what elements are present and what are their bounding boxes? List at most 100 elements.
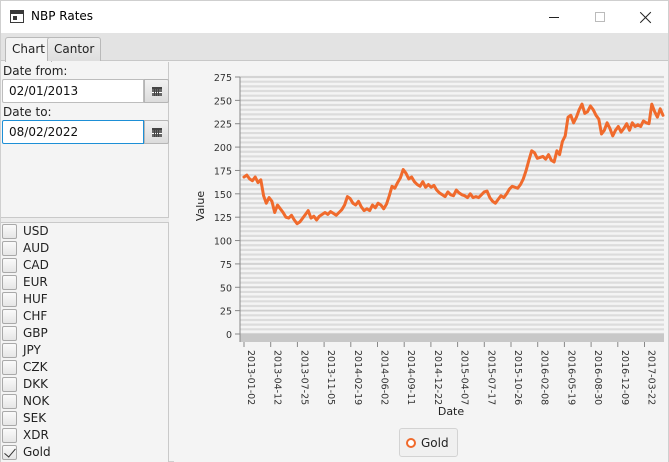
currency-option-cad[interactable]: CAD — [1, 257, 169, 274]
currency-option-chf[interactable]: CHF — [1, 308, 169, 325]
chart-legend[interactable]: Gold — [399, 428, 458, 457]
y-tick-label: 200 — [214, 143, 232, 154]
plot-area — [240, 77, 664, 334]
date-from-calendar-button[interactable] — [144, 79, 169, 103]
currency-option-huf[interactable]: HUF — [1, 291, 169, 308]
currency-option-sek[interactable]: SEK — [1, 410, 169, 427]
y-tick-label: 0 — [226, 330, 232, 341]
y-tick-label: 275 — [214, 73, 232, 84]
x-tick-label: 2015-10-26 — [512, 350, 523, 405]
x-tick-label: 2016-02-08 — [539, 350, 550, 405]
currency-label: EUR — [23, 275, 48, 289]
x-axis-title: Date — [438, 405, 465, 418]
tab-bar: Chart Cantor — [1, 33, 668, 62]
calendar-icon — [151, 127, 162, 137]
x-tick-label: 2014-12-22 — [432, 350, 443, 405]
checkbox[interactable] — [2, 258, 17, 273]
gold-series-line — [242, 102, 665, 226]
date-to-calendar-button[interactable] — [144, 120, 169, 144]
currency-label: DKK — [23, 377, 48, 391]
currency-option-xdr[interactable]: XDR — [1, 427, 169, 444]
y-tick-label: 75 — [220, 260, 232, 271]
currency-option-gbp[interactable]: GBP — [1, 325, 169, 342]
tab-cantor[interactable]: Cantor — [47, 37, 102, 61]
window-title: NBP Rates — [31, 9, 94, 23]
currency-label: AUD — [23, 241, 50, 255]
x-tick-label: 2014-09-11 — [405, 350, 416, 405]
currency-label: GBP — [23, 326, 48, 340]
y-tick-label: 150 — [214, 190, 232, 201]
checkbox[interactable] — [2, 343, 17, 358]
x-tick-label: 2016-08-30 — [592, 350, 603, 405]
currency-option-nok[interactable]: NOK — [1, 393, 169, 410]
checkbox[interactable] — [2, 309, 17, 324]
tab-chart[interactable]: Chart — [5, 37, 52, 62]
currency-option-jpy[interactable]: JPY — [1, 342, 169, 359]
x-tick-label: 2016-05-19 — [565, 350, 576, 405]
date-to-label: Date to: — [3, 105, 52, 119]
y-axis-title: Value — [194, 191, 207, 221]
currency-option-czk[interactable]: CZK — [1, 359, 169, 376]
currency-label: CAD — [23, 258, 49, 272]
currency-label: SEK — [23, 411, 47, 425]
currency-label: NOK — [23, 394, 50, 408]
currency-option-dkk[interactable]: DKK — [1, 376, 169, 393]
y-tick-label: 225 — [214, 120, 232, 131]
x-tick-label: 2014-06-02 — [379, 350, 390, 405]
checkbox[interactable] — [2, 292, 17, 307]
checkbox[interactable] — [2, 241, 17, 256]
app-icon — [10, 10, 24, 23]
legend-symbol — [406, 437, 416, 448]
checkbox[interactable] — [2, 326, 17, 341]
x-tick-label: 2013-01-02 — [245, 350, 256, 405]
currency-label: HUF — [23, 292, 48, 306]
checkbox[interactable] — [2, 428, 17, 443]
y-tick-label: 100 — [214, 237, 232, 248]
y-tick-label: 25 — [220, 307, 232, 318]
minimize-button[interactable] — [531, 1, 577, 33]
line-chart: 0 25 50 75 100 125 150 175 200 225 250 275 2013-01-0… — [194, 73, 665, 418]
currency-label: CZK — [23, 360, 48, 374]
maximize-icon — [595, 12, 605, 22]
date-to-input[interactable]: 08/02/2022 — [2, 120, 144, 144]
date-from-input[interactable]: 02/01/2013 — [2, 79, 144, 103]
filter-panel: Date from: 02/01/2013 Date to: 08/02/202… — [1, 62, 169, 462]
currency-option-aud[interactable]: AUD — [1, 240, 169, 257]
y-tick-label: 175 — [214, 166, 232, 177]
y-tick-label: 125 — [214, 213, 232, 224]
x-tick-label: 2013-11-05 — [325, 350, 336, 405]
y-tick-label: 250 — [214, 96, 232, 107]
currency-label: CHF — [23, 309, 48, 323]
currency-option-gold[interactable]: Gold — [1, 444, 169, 461]
checkbox[interactable] — [2, 360, 17, 375]
checkbox[interactable] — [2, 394, 17, 409]
currency-label: USD — [23, 224, 49, 238]
checkbox[interactable] — [2, 224, 17, 239]
x-tick-label: 2013-07-25 — [298, 350, 309, 405]
x-tick-label: 2013-04-12 — [272, 350, 283, 405]
split-divider[interactable] — [1, 217, 169, 223]
x-tick-label: 2017-03-22 — [646, 350, 657, 405]
currency-label: Gold — [23, 445, 51, 459]
currency-label: JPY — [23, 343, 41, 357]
x-tick-label: 2015-07-17 — [485, 350, 496, 405]
currency-option-eur[interactable]: EUR — [1, 274, 169, 291]
title-bar[interactable]: NBP Rates — [1, 1, 668, 33]
legend-label: Gold — [421, 435, 449, 450]
x-tick-label: 2016-12-09 — [619, 350, 630, 405]
currency-option-usd[interactable]: USD — [1, 223, 169, 240]
checkbox[interactable] — [2, 377, 17, 392]
currency-label: XDR — [23, 428, 49, 442]
checkbox[interactable] — [2, 275, 17, 290]
date-from-label: Date from: — [3, 64, 68, 78]
y-tick-label: 50 — [220, 283, 232, 294]
x-axis-band — [240, 334, 664, 342]
close-button[interactable] — [622, 1, 668, 33]
calendar-icon — [151, 86, 162, 96]
x-tick-label: 2015-04-07 — [459, 350, 470, 405]
checkbox[interactable] — [2, 411, 17, 426]
close-icon — [639, 11, 652, 24]
checkbox[interactable] — [2, 445, 17, 460]
maximize-button[interactable] — [577, 1, 623, 33]
